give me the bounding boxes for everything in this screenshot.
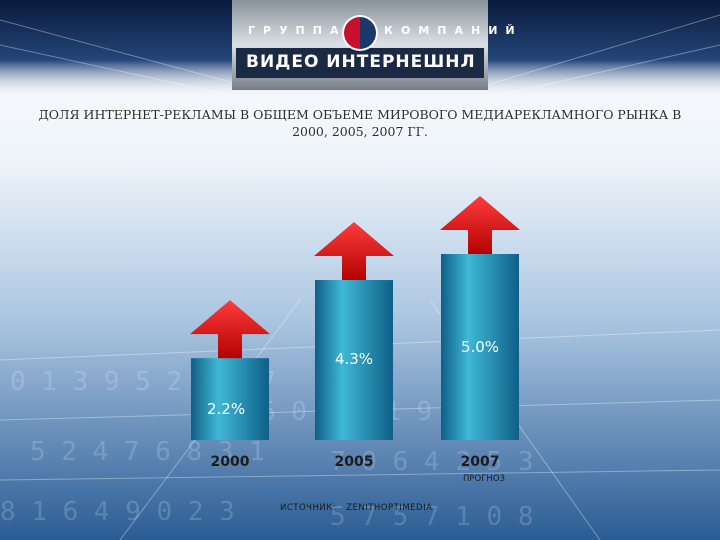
bar-2007 — [441, 254, 519, 440]
source-label: ИСТОЧНИК: — [280, 503, 337, 513]
value-label: 5.0% — [461, 338, 499, 356]
svg-text:8 1 6 4 9 0 2 3: 8 1 6 4 9 0 2 3 — [0, 497, 235, 527]
source-value: ZENITHOPTIMEDIA — [346, 503, 433, 513]
svg-text:5 2 4 7 6 8 3 1: 5 2 4 7 6 8 3 1 — [30, 437, 265, 467]
forecast-note: ПРОГНОЗ — [463, 474, 505, 484]
bar-2005 — [315, 280, 393, 440]
category-label: 2000 — [211, 454, 250, 470]
bar-2000 — [191, 358, 269, 440]
logo-top-left: ГРУППА — [248, 24, 347, 37]
value-label: 2.2% — [207, 400, 245, 418]
svg-text:7 0 6 4 2 5 3: 7 0 6 4 2 5 3 — [330, 447, 534, 477]
logo-main: ВИДЕО ИНТЕРНЕШНЛ — [246, 52, 476, 72]
chart-title: ДОЛЯ ИНТЕРНЕТ-РЕКЛАМЫ В ОБЩЕМ ОБЪЕМЕ МИР… — [38, 107, 682, 139]
header: ГРУППА КОМПАНИЙ ВИДЕО ИНТЕРНЕШНЛ — [0, 0, 720, 100]
source-note: ИСТОЧНИК: ZENITHOPTIMEDIA — [280, 503, 442, 513]
growth-arrow — [440, 196, 520, 256]
value-label: 4.3% — [335, 350, 373, 368]
svg-text:5 7 5 7 1 0 8: 5 7 5 7 1 0 8 — [330, 502, 534, 532]
growth-arrow — [314, 222, 394, 283]
growth-arrow — [190, 300, 270, 361]
category-label: 2005 — [335, 454, 374, 470]
category-label: 2007 — [461, 454, 500, 470]
logo-top-right: КОМПАНИЙ — [384, 24, 523, 37]
